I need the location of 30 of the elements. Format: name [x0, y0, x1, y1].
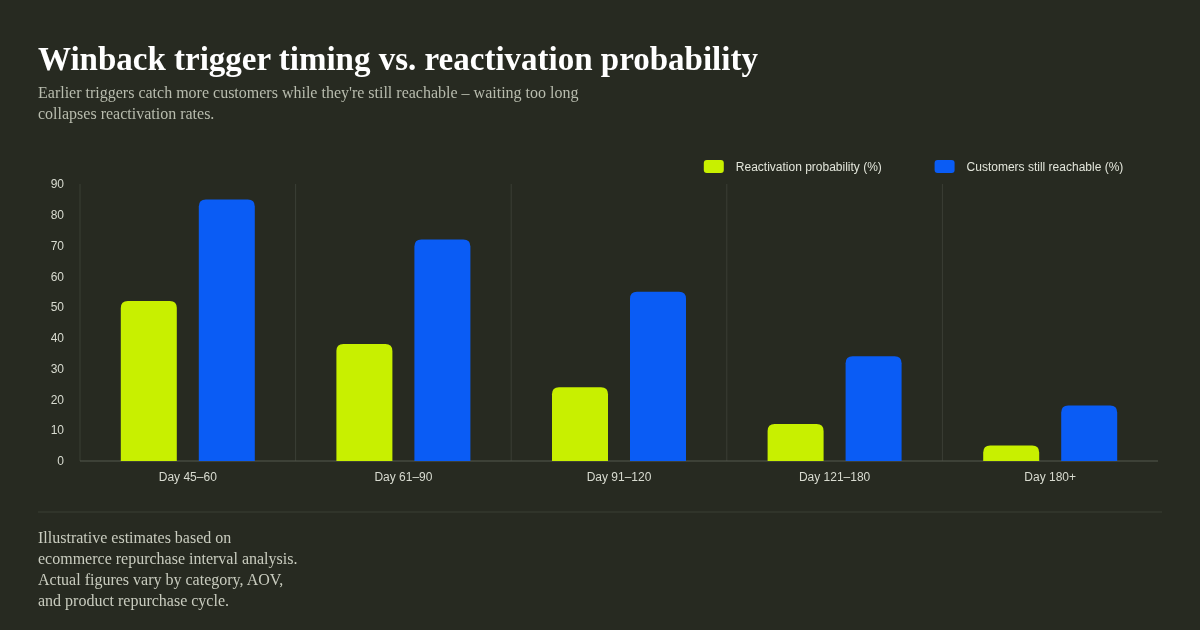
text: Illustrative estimates based on ecommerce repurchase interval analysis. Actual figures vary by category, AOV, and product repurchase cycle.	[38, 529, 298, 610]
x-tick-label: Day 45–60	[158, 470, 218, 484]
y-tick-label: 40	[50, 331, 65, 346]
bar	[1061, 405, 1118, 461]
bar	[120, 300, 177, 461]
chart-subtitle: Earlier triggers catch more customers while they're still reachable – waiting too long collapses reactivation rates.	[38, 84, 579, 123]
bar	[414, 239, 471, 461]
y-tick-label: 0	[57, 454, 65, 469]
bar	[845, 356, 902, 461]
bar	[767, 424, 824, 461]
bar	[336, 344, 393, 461]
bar	[983, 445, 1040, 461]
y-tick-label: 30	[50, 361, 65, 376]
y-tick-label: 60	[50, 269, 65, 284]
y-tick-label: 80	[50, 207, 65, 222]
x-tick-label: Day 121–180	[798, 470, 871, 484]
y-tick-label: 70	[50, 238, 65, 253]
legend-label: Customers still reachable (%)	[966, 160, 1124, 175]
bar	[552, 387, 608, 461]
x-tick-label: Day 61–90	[374, 470, 433, 484]
bar	[198, 199, 255, 461]
chart-title: Winback trigger timing vs. reactivation probability	[38, 41, 759, 77]
y-tick-label: 50	[50, 300, 65, 315]
x-tick-label: Day 91–120	[586, 470, 652, 484]
legend-label: Reactivation probability (%)	[735, 160, 882, 175]
x-tick-label: Day 180+	[1024, 470, 1077, 484]
bar	[630, 291, 686, 461]
y-tick-label: 20	[50, 392, 65, 407]
y-tick-label: 10	[50, 423, 65, 438]
y-tick-label: 90	[50, 177, 65, 192]
